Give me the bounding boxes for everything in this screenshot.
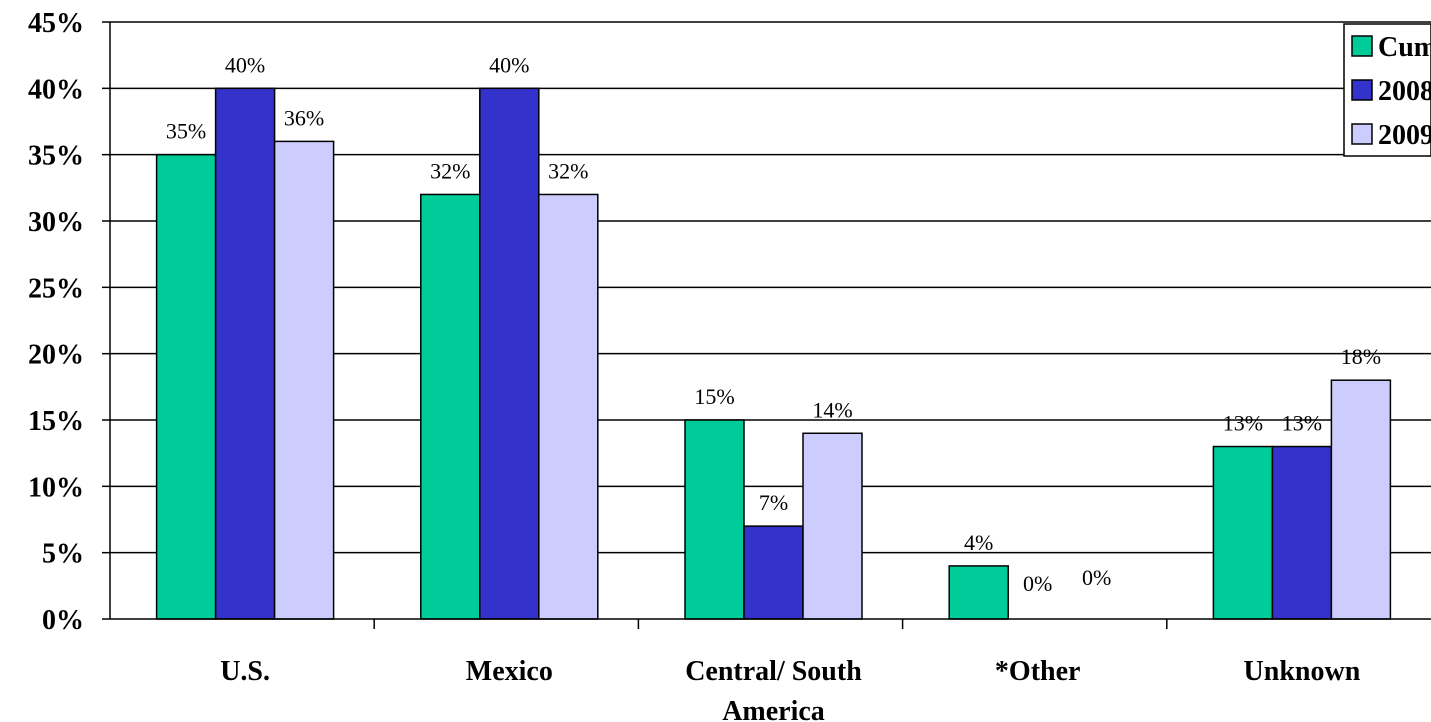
bar-cum-0 <box>155 153 217 620</box>
bars <box>155 87 1392 620</box>
x-tick-label: *Other <box>995 656 1081 687</box>
bar-cum-3 <box>948 565 1009 620</box>
x-tick-label-line: U.S. <box>220 656 270 687</box>
data-label: 40% <box>225 52 265 77</box>
data-label: 32% <box>430 158 470 183</box>
data-label: 40% <box>489 52 529 77</box>
data-label: 32% <box>548 158 588 183</box>
legend-swatch-2008 <box>1351 79 1373 101</box>
legend-label: Cum <box>1378 32 1431 63</box>
data-label: 14% <box>812 397 852 422</box>
data-label: 18% <box>1341 344 1381 369</box>
data-label: 15% <box>694 384 734 409</box>
bar-2009-1 <box>538 193 599 620</box>
x-tick-label-line: Mexico <box>466 656 553 687</box>
legend-swatch-2009 <box>1351 123 1373 145</box>
data-label: 4% <box>964 530 993 555</box>
x-tick-label-line: *Other <box>995 656 1081 687</box>
legend-label: 2008 <box>1378 76 1431 107</box>
bar-2008-0 <box>214 87 276 620</box>
bar-cum-2 <box>684 419 745 620</box>
y-tick-label: 30% <box>28 207 84 238</box>
y-tick-label: 10% <box>28 472 84 503</box>
x-tick-label-line: Central/ South <box>685 656 862 687</box>
data-labels: 35% 40% 36% 32% 40% 32% 15% 7% 14% 4% 0% 0% 13% 13% 18… <box>166 52 1381 596</box>
legend-swatch-cum <box>1351 35 1373 57</box>
y-tick-label: 5% <box>42 539 84 570</box>
bar-2009-2 <box>802 432 863 620</box>
y-tick-label: 20% <box>28 340 84 371</box>
x-tick-label: U.S. <box>220 656 270 687</box>
y-tick-label: 15% <box>28 406 84 437</box>
data-label: 35% <box>166 119 206 144</box>
data-label: 0% <box>1082 565 1111 590</box>
bar-2008-4 <box>1271 445 1333 620</box>
legend: Cum 2008 2009 <box>1343 23 1431 157</box>
x-axis-ticks: U.S. Mexico Central/ South America *Other Unk… <box>220 656 1360 722</box>
legend-label: 2009 <box>1378 120 1431 151</box>
y-axis-ticks: 0% 5% 10% 15% 20% 25% 30% 35% 40% 45% <box>28 8 84 636</box>
data-label: 13% <box>1282 411 1322 436</box>
bar-2009-4 <box>1330 379 1392 620</box>
bar-cum-1 <box>420 193 481 620</box>
x-tick-label: Mexico <box>466 656 553 687</box>
y-tick-label: 35% <box>28 141 84 172</box>
y-tick-label: 45% <box>28 8 84 39</box>
x-tick-label-line: America <box>722 696 825 722</box>
data-label: 13% <box>1223 411 1263 436</box>
y-tick-label: 25% <box>28 273 84 304</box>
x-tick-label-line: Unknown <box>1244 656 1361 687</box>
bar-2008-1 <box>479 87 540 620</box>
data-label: 0% <box>1023 571 1052 596</box>
bar-2009-0 <box>273 140 335 620</box>
x-tick-label: Unknown <box>1244 656 1361 687</box>
y-tick-label: 0% <box>42 605 84 636</box>
x-tick-label: Central/ South America <box>685 656 862 722</box>
data-label: 36% <box>284 105 324 130</box>
bar-cum-4 <box>1212 445 1274 620</box>
data-label: 7% <box>759 490 788 515</box>
axes <box>102 21 1431 629</box>
y-tick-label: 40% <box>28 74 84 105</box>
bar-2008-2 <box>743 525 804 620</box>
